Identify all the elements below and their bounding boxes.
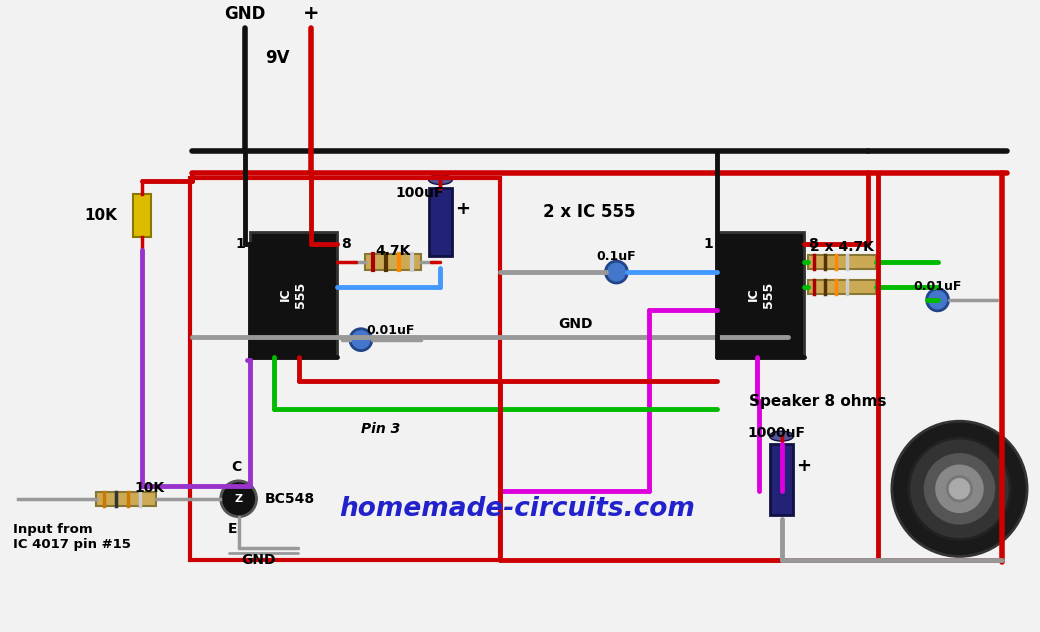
Bar xyxy=(133,193,151,237)
Bar xyxy=(717,233,804,356)
Circle shape xyxy=(927,289,948,311)
Bar xyxy=(770,444,794,514)
Text: 2 x IC 555: 2 x IC 555 xyxy=(543,204,635,221)
Text: 0.01uF: 0.01uF xyxy=(366,324,415,337)
Text: 2 x 4.7K: 2 x 4.7K xyxy=(810,240,874,254)
Text: 4.7K: 4.7K xyxy=(375,244,411,258)
Circle shape xyxy=(350,329,372,351)
Bar xyxy=(250,233,337,356)
Text: 10K: 10K xyxy=(134,481,164,495)
Text: E: E xyxy=(228,521,237,535)
Text: Z: Z xyxy=(235,494,242,504)
Circle shape xyxy=(892,421,1028,556)
Text: IC
555: IC 555 xyxy=(747,281,775,308)
Circle shape xyxy=(220,481,257,517)
Text: 0.1uF: 0.1uF xyxy=(597,250,636,263)
Text: 0.01uF: 0.01uF xyxy=(913,280,962,293)
Text: homemade-circuits.com: homemade-circuits.com xyxy=(339,495,695,521)
Text: 8: 8 xyxy=(808,237,818,252)
Circle shape xyxy=(909,438,1010,540)
Bar xyxy=(428,188,452,256)
Text: GND: GND xyxy=(224,6,265,23)
Text: 1: 1 xyxy=(703,237,712,252)
Text: +: + xyxy=(303,4,319,23)
Text: GND: GND xyxy=(241,554,276,568)
Text: Speaker 8 ohms: Speaker 8 ohms xyxy=(750,394,887,410)
Text: IC
555: IC 555 xyxy=(280,281,307,308)
Bar xyxy=(808,255,876,269)
Text: Input from
IC 4017 pin #15: Input from IC 4017 pin #15 xyxy=(12,523,131,550)
Text: 1: 1 xyxy=(236,237,245,252)
Bar xyxy=(97,492,156,506)
Circle shape xyxy=(934,463,985,514)
Text: 10K: 10K xyxy=(84,208,118,223)
Text: +: + xyxy=(456,200,470,219)
Text: 1000uF: 1000uF xyxy=(748,426,806,440)
Circle shape xyxy=(605,261,627,283)
Text: 100uF: 100uF xyxy=(395,186,444,200)
Circle shape xyxy=(947,477,971,501)
Bar xyxy=(365,254,421,270)
Text: +: + xyxy=(797,457,811,475)
Text: BC548: BC548 xyxy=(264,492,314,506)
Ellipse shape xyxy=(428,174,452,185)
Text: 8: 8 xyxy=(341,237,350,252)
Bar xyxy=(808,280,876,294)
Text: GND: GND xyxy=(557,317,593,331)
Circle shape xyxy=(922,452,996,526)
Bar xyxy=(190,178,500,561)
Ellipse shape xyxy=(770,431,794,441)
Text: 9V: 9V xyxy=(265,49,289,67)
Text: Pin 3: Pin 3 xyxy=(361,422,400,436)
Text: C: C xyxy=(232,460,241,474)
